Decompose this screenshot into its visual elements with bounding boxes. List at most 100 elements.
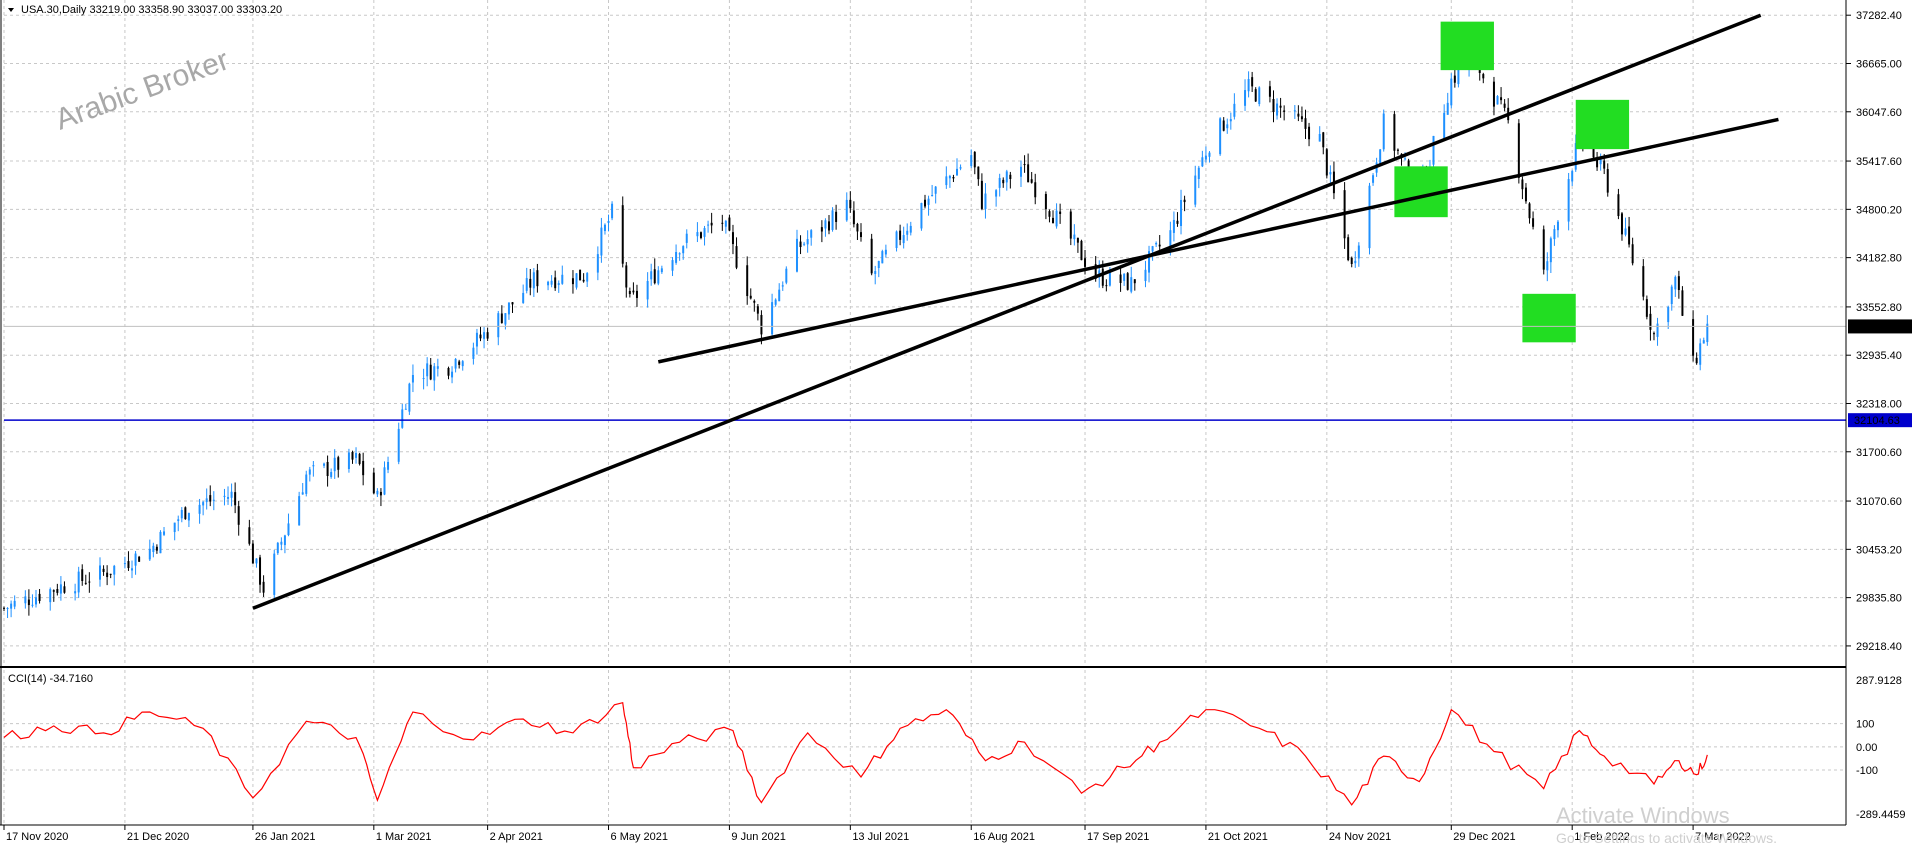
candle-body: [696, 232, 699, 237]
candle-body: [308, 469, 311, 475]
candle-body: [1059, 211, 1062, 214]
candle-body: [1457, 67, 1460, 85]
candle-body: [1005, 171, 1008, 183]
candle-body: [1667, 307, 1670, 323]
price-tick-label: 34182.80: [1856, 253, 1902, 265]
candle-body: [1347, 237, 1350, 260]
candle-body: [458, 361, 461, 365]
candle-body: [1532, 218, 1535, 227]
candle-body: [1571, 171, 1574, 182]
candle-body: [1329, 172, 1332, 175]
candle-body: [806, 239, 809, 245]
candle-body: [184, 507, 187, 520]
candle-body: [372, 472, 375, 494]
candle-body: [131, 568, 134, 571]
candle-body: [1222, 120, 1225, 131]
candle-body: [475, 332, 478, 347]
candle-body: [678, 253, 681, 255]
highlight-box[interactable]: [1575, 99, 1630, 150]
current-price-tag: 33303.20: [1854, 321, 1900, 333]
candle-body: [127, 561, 130, 569]
time-tick-label: 16 Aug 2021: [973, 831, 1035, 843]
candle-body: [1169, 230, 1172, 249]
candle-body: [931, 195, 934, 197]
candle-body: [820, 227, 823, 232]
candle-body: [49, 589, 52, 603]
candle-body: [1279, 105, 1282, 108]
trendline[interactable]: [252, 13, 1762, 610]
highlight-box[interactable]: [1522, 293, 1576, 343]
candle-body: [1251, 77, 1254, 87]
time-tick-label: 26 Jan 2021: [255, 831, 316, 843]
candle-body: [273, 553, 276, 595]
candle-body: [1357, 245, 1360, 259]
candle-body: [1094, 264, 1097, 279]
candle-body: [1105, 285, 1108, 287]
candle-body: [881, 251, 884, 264]
candle-body: [1503, 103, 1506, 108]
candle-body: [1322, 132, 1325, 148]
candle-body: [1695, 357, 1698, 364]
candle-body: [753, 300, 756, 303]
candle-body: [99, 565, 102, 580]
candle-body: [575, 273, 578, 288]
candle-body: [1354, 260, 1357, 264]
candle-body: [1599, 159, 1602, 165]
candle-body: [1528, 203, 1531, 219]
candle-body: [547, 281, 550, 286]
time-tick-label: 13 Jul 2021: [852, 831, 909, 843]
candle-body: [635, 290, 638, 298]
candle-body: [1069, 211, 1072, 239]
candle-body: [771, 302, 774, 335]
support-price-tag: 32104.63: [1854, 415, 1900, 427]
candle-body: [173, 522, 176, 533]
candle-body: [88, 581, 91, 583]
candle-body: [671, 260, 674, 271]
candle-body: [1130, 277, 1133, 292]
candle-body: [1443, 112, 1446, 139]
candle-body: [1603, 160, 1606, 169]
candle-body: [934, 186, 937, 194]
candle-body: [1500, 97, 1503, 101]
candle-body: [397, 428, 400, 462]
activate-windows-title: Activate Windows: [1556, 803, 1730, 828]
candle-body: [870, 238, 873, 274]
trendlines[interactable]: [252, 13, 1779, 610]
candle-body: [920, 203, 923, 229]
candle-body: [1521, 179, 1524, 190]
trendline[interactable]: [657, 117, 1779, 364]
candle-body: [856, 223, 859, 232]
candle-body: [6, 608, 9, 610]
candle-body: [799, 241, 802, 248]
candle-body: [1553, 229, 1556, 240]
candle-body: [536, 270, 539, 287]
highlight-box[interactable]: [1440, 21, 1494, 71]
time-axis-labels: 17 Nov 2020 21 Dec 2020 26 Jan 2021 1 Mar 2…: [3, 825, 1751, 843]
candle-body: [1055, 210, 1058, 227]
candle-body: [1396, 149, 1399, 151]
candle-body: [625, 265, 628, 288]
candle-body: [835, 211, 838, 222]
candle-body: [312, 465, 315, 467]
candle-body: [500, 313, 503, 324]
cci-line: [3, 701, 1708, 806]
candle-body: [1699, 343, 1702, 365]
candle-body: [1180, 199, 1183, 227]
price-tick-label: 32318.00: [1856, 398, 1902, 410]
chart-menu-arrow-icon[interactable]: [8, 8, 14, 12]
candle-body: [411, 374, 414, 383]
candle-body: [1674, 276, 1677, 290]
candle-body: [497, 313, 500, 338]
candle-body: [1300, 116, 1303, 120]
candle-body: [657, 270, 660, 284]
candle-body: [603, 224, 606, 232]
candle-body: [1133, 279, 1136, 284]
candle-body: [1702, 340, 1705, 344]
candle-body: [1254, 89, 1257, 102]
candle-body: [1208, 152, 1211, 157]
candle-body: [1652, 333, 1655, 335]
time-tick-label: 17 Nov 2020: [6, 831, 68, 843]
candle-body: [621, 205, 624, 264]
candle-body: [472, 347, 475, 359]
